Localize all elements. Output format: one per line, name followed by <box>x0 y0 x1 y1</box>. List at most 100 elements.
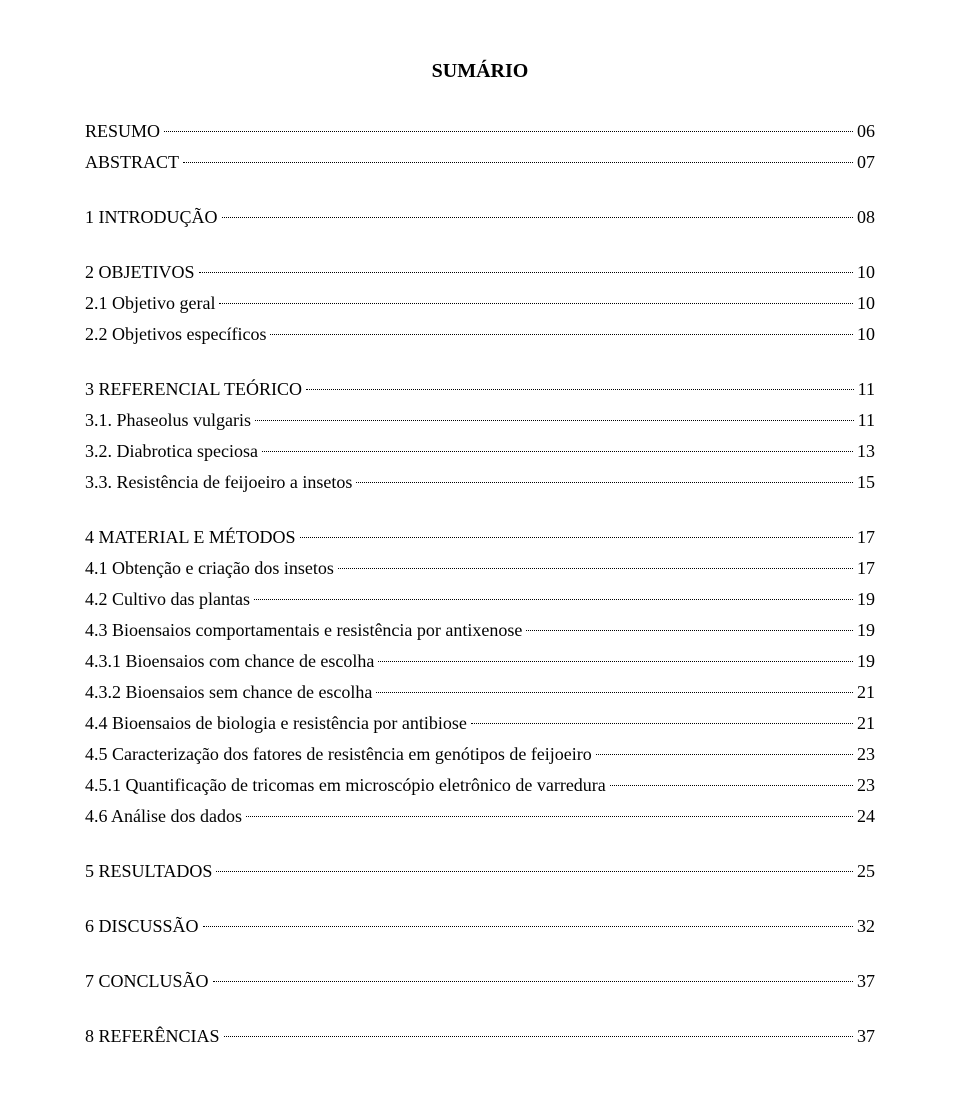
toc-entry-page: 37 <box>857 968 875 995</box>
toc-entry: 3.1. Phaseolus vulgaris 11 <box>85 407 875 434</box>
toc-spacer <box>85 889 875 913</box>
toc-entry-page: 37 <box>857 1023 875 1050</box>
toc-entry-label: 1 INTRODUÇÃO <box>85 204 218 231</box>
toc-entry-page: 21 <box>857 679 875 706</box>
toc-entry-label: 4.3 Bioensaios comportamentais e resistê… <box>85 617 522 644</box>
toc-entry-label: 4.5 Caracterização dos fatores de resist… <box>85 741 592 768</box>
toc-entry-page: 23 <box>857 772 875 799</box>
toc-dots-leader <box>378 661 853 662</box>
toc-entry-page: 25 <box>857 858 875 885</box>
toc-entry: 2.1 Objetivo geral 10 <box>85 290 875 317</box>
toc-entry-page: 10 <box>857 321 875 348</box>
toc-entry: 4.5 Caracterização dos fatores de resist… <box>85 741 875 768</box>
toc-dots-leader <box>222 217 854 218</box>
toc-spacer <box>85 944 875 968</box>
toc-entry-page: 19 <box>857 586 875 613</box>
toc-entry: 4.1 Obtenção e criação dos insetos 17 <box>85 555 875 582</box>
toc-entry-label: 4.3.1 Bioensaios com chance de escolha <box>85 648 374 675</box>
toc-entry-page: 32 <box>857 913 875 940</box>
toc-entry: 2.2 Objetivos específicos 10 <box>85 321 875 348</box>
toc-entry-label: 2 OBJETIVOS <box>85 259 195 286</box>
toc-dots-leader <box>376 692 853 693</box>
toc-dots-leader <box>219 303 853 304</box>
toc-entry: 4 MATERIAL E MÉTODOS 17 <box>85 524 875 551</box>
toc-entry-page: 11 <box>858 376 875 403</box>
toc-entry: 8 REFERÊNCIAS 37 <box>85 1023 875 1050</box>
toc-entry-label: 3.1. Phaseolus vulgaris <box>85 407 251 434</box>
toc-spacer <box>85 352 875 376</box>
toc-entry: ABSTRACT 07 <box>85 149 875 176</box>
toc-entry-label: 4.1 Obtenção e criação dos insetos <box>85 555 334 582</box>
toc-entry: 5 RESULTADOS 25 <box>85 858 875 885</box>
toc-entry-label: 4.6 Análise dos dados <box>85 803 242 830</box>
toc-dots-leader <box>183 162 853 163</box>
toc-dots-leader <box>262 451 853 452</box>
toc-dots-leader <box>199 272 853 273</box>
toc-entry-page: 21 <box>857 710 875 737</box>
toc-entry: 3 REFERENCIAL TEÓRICO 11 <box>85 376 875 403</box>
toc-entry: 4.2 Cultivo das plantas 19 <box>85 586 875 613</box>
toc-entry: 4.3.2 Bioensaios sem chance de escolha 2… <box>85 679 875 706</box>
toc-entry: 4.3.1 Bioensaios com chance de escolha 1… <box>85 648 875 675</box>
toc-entry-page: 24 <box>857 803 875 830</box>
toc-entry-label: 4.2 Cultivo das plantas <box>85 586 250 613</box>
toc-spacer <box>85 999 875 1023</box>
toc-dots-leader <box>338 568 853 569</box>
toc-dots-leader <box>596 754 853 755</box>
toc-entry-label: RESUMO <box>85 118 160 145</box>
toc-entry-label: 7 CONCLUSÃO <box>85 968 209 995</box>
toc-dots-leader <box>255 420 854 421</box>
toc-entry-label: 5 RESULTADOS <box>85 858 212 885</box>
toc-entry-label: 3.3. Resistência de feijoeiro a insetos <box>85 469 352 496</box>
toc-entry-label: 4 MATERIAL E MÉTODOS <box>85 524 296 551</box>
toc-entry-page: 06 <box>857 118 875 145</box>
toc-entry-page: 17 <box>857 524 875 551</box>
toc-entry-page: 15 <box>857 469 875 496</box>
toc-dots-leader <box>203 926 853 927</box>
toc-dots-leader <box>246 816 853 817</box>
toc-dots-leader <box>270 334 853 335</box>
toc-entry-page: 17 <box>857 555 875 582</box>
toc-dots-leader <box>526 630 853 631</box>
toc-entry-label: 2.2 Objetivos específicos <box>85 321 266 348</box>
toc-spacer <box>85 180 875 204</box>
toc-entry: 7 CONCLUSÃO 37 <box>85 968 875 995</box>
toc-entry-label: 8 REFERÊNCIAS <box>85 1023 220 1050</box>
toc-entry: 3.2. Diabrotica speciosa 13 <box>85 438 875 465</box>
toc-dots-leader <box>356 482 853 483</box>
toc-entry-page: 19 <box>857 648 875 675</box>
toc-entry-page: 07 <box>857 149 875 176</box>
toc-dots-leader <box>300 537 854 538</box>
toc-entry-page: 19 <box>857 617 875 644</box>
toc-entry-label: 2.1 Objetivo geral <box>85 290 215 317</box>
toc-entry: 6 DISCUSSÃO 32 <box>85 913 875 940</box>
toc-entry: 4.6 Análise dos dados 24 <box>85 803 875 830</box>
toc-entry-page: 11 <box>858 407 875 434</box>
toc-entry-page: 13 <box>857 438 875 465</box>
toc-dots-leader <box>224 1036 853 1037</box>
toc-entry: RESUMO 06 <box>85 118 875 145</box>
toc-title: SUMÁRIO <box>85 60 875 83</box>
toc-entry-label: 3 REFERENCIAL TEÓRICO <box>85 376 302 403</box>
toc-entry-page: 08 <box>857 204 875 231</box>
toc-dots-leader <box>213 981 853 982</box>
toc-spacer <box>85 235 875 259</box>
toc-entry: 3.3. Resistência de feijoeiro a insetos … <box>85 469 875 496</box>
toc-dots-leader <box>254 599 853 600</box>
toc-dots-leader <box>471 723 853 724</box>
toc-dots-leader <box>164 131 853 132</box>
toc-entry-label: ABSTRACT <box>85 149 179 176</box>
toc-dots-leader <box>610 785 853 786</box>
toc-entry-page: 10 <box>857 290 875 317</box>
toc-entry-page: 23 <box>857 741 875 768</box>
toc-entry-label: 3.2. Diabrotica speciosa <box>85 438 258 465</box>
toc-entry-label: 4.5.1 Quantificação de tricomas em micro… <box>85 772 606 799</box>
toc-spacer <box>85 834 875 858</box>
toc-entry-label: 4.3.2 Bioensaios sem chance de escolha <box>85 679 372 706</box>
toc-entry: 4.4 Bioensaios de biologia e resistência… <box>85 710 875 737</box>
toc-entry-label: 6 DISCUSSÃO <box>85 913 199 940</box>
toc-dots-leader <box>306 389 854 390</box>
toc-entry-label: 4.4 Bioensaios de biologia e resistência… <box>85 710 467 737</box>
toc-entry: 1 INTRODUÇÃO 08 <box>85 204 875 231</box>
toc-entry: 4.5.1 Quantificação de tricomas em micro… <box>85 772 875 799</box>
